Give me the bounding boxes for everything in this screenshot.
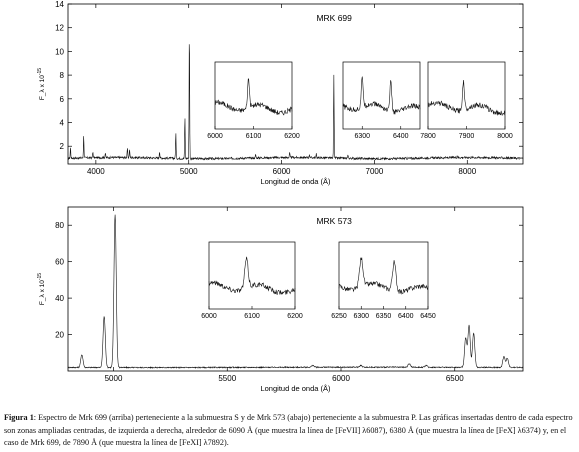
y-tick-label: 40 bbox=[55, 294, 64, 303]
y-tick-label: 60 bbox=[55, 258, 64, 267]
chart-title: MRK 699 bbox=[316, 13, 352, 23]
inset-x-tick-label: 8000 bbox=[497, 133, 513, 140]
y-tick-label: 6 bbox=[60, 95, 65, 104]
x-tick-label: 6000 bbox=[332, 374, 350, 383]
plot-frame bbox=[67, 3, 524, 165]
y-tick-label: 20 bbox=[55, 331, 64, 340]
x-tick-label: 6500 bbox=[446, 374, 464, 383]
x-axis-label: Longitud de onda (Å) bbox=[260, 177, 331, 186]
x-tick-label: 4000 bbox=[87, 167, 105, 176]
chart-title: MRK 573 bbox=[316, 216, 352, 226]
inset-frame bbox=[342, 61, 421, 130]
y-tick-label: 2 bbox=[60, 142, 65, 151]
inset-x-tick-label: 6250 bbox=[331, 313, 347, 320]
inset-x-tick-label: 6350 bbox=[376, 313, 392, 320]
inset-frame bbox=[427, 61, 506, 130]
spectrum-line bbox=[67, 44, 524, 161]
inset-x-tick-label: 6000 bbox=[201, 313, 217, 320]
inset-x-tick-label: 6400 bbox=[398, 313, 414, 320]
inset-x-tick-label: 6100 bbox=[244, 313, 260, 320]
inset-spectrum-line bbox=[214, 78, 293, 116]
inset-0: 6000 6100 6200 bbox=[201, 241, 303, 320]
inset-spectrum-line bbox=[342, 76, 421, 115]
x-tick-label: 5000 bbox=[180, 167, 198, 176]
inset-frame bbox=[338, 241, 429, 310]
x-tick-label: 6000 bbox=[273, 167, 291, 176]
inset-x-tick-label: 6000 bbox=[207, 133, 223, 140]
chart-0: 4000 5000 6000 7000 8000 2 4 6 8 10 12 14 MRK 699 Lon… bbox=[37, 0, 524, 186]
inset-x-tick-label: 6200 bbox=[284, 133, 300, 140]
y-tick-label: 4 bbox=[60, 119, 65, 128]
chart-1: 5000 5500 6000 6500 20 40 60 80 MRK 573 Longitud … bbox=[37, 206, 524, 393]
x-tick-label: 7000 bbox=[366, 167, 384, 176]
y-tick-label: 8 bbox=[60, 71, 65, 80]
y-tick-label: 12 bbox=[55, 24, 64, 33]
x-tick-label: 5000 bbox=[105, 374, 123, 383]
caption-text: : Espectro de Mrk 699 (arriba) perteneci… bbox=[4, 413, 573, 447]
inset-1: 6250 6300 6350 6400 6450 bbox=[331, 241, 436, 320]
inset-1: 6300 6400 bbox=[342, 61, 421, 140]
y-tick-label: 14 bbox=[55, 0, 64, 9]
inset-0: 6000 6100 6200 bbox=[207, 61, 300, 140]
x-axis-label: Longitud de onda (Å) bbox=[260, 384, 331, 393]
inset-frame bbox=[208, 241, 296, 310]
inset-x-tick-label: 6200 bbox=[287, 313, 303, 320]
inset-x-tick-label: 6400 bbox=[393, 133, 409, 140]
inset-x-tick-label: 6450 bbox=[420, 313, 436, 320]
inset-frame bbox=[214, 61, 293, 130]
figure-canvas: 4000 5000 6000 7000 8000 2 4 6 8 10 12 14 MRK 699 Lon… bbox=[37, 0, 524, 393]
x-tick-label: 8000 bbox=[458, 167, 476, 176]
y-tick-label: 10 bbox=[55, 47, 64, 56]
y-axis-label: F_λ x 10-15 bbox=[37, 273, 46, 305]
inset-x-tick-label: 6300 bbox=[354, 133, 370, 140]
spectrum-line bbox=[67, 214, 524, 369]
inset-spectrum-line bbox=[208, 256, 296, 295]
figure-caption: Figura 1: Espectro de Mrk 699 (arriba) p… bbox=[4, 412, 575, 450]
inset-x-tick-label: 6100 bbox=[246, 133, 262, 140]
y-axis-label: F_λ x 10-15 bbox=[37, 68, 46, 100]
x-tick-label: 5500 bbox=[218, 374, 236, 383]
plot-frame bbox=[67, 206, 524, 372]
inset-spectrum-line bbox=[338, 257, 429, 295]
inset-spectrum-line bbox=[427, 80, 506, 117]
inset-2: 7800 7900 8000 bbox=[420, 61, 513, 140]
inset-x-tick-label: 7900 bbox=[459, 133, 475, 140]
inset-x-tick-label: 7800 bbox=[420, 133, 436, 140]
caption-label: Figura 1 bbox=[4, 413, 34, 422]
y-tick-label: 80 bbox=[55, 221, 64, 230]
inset-x-tick-label: 6300 bbox=[353, 313, 369, 320]
